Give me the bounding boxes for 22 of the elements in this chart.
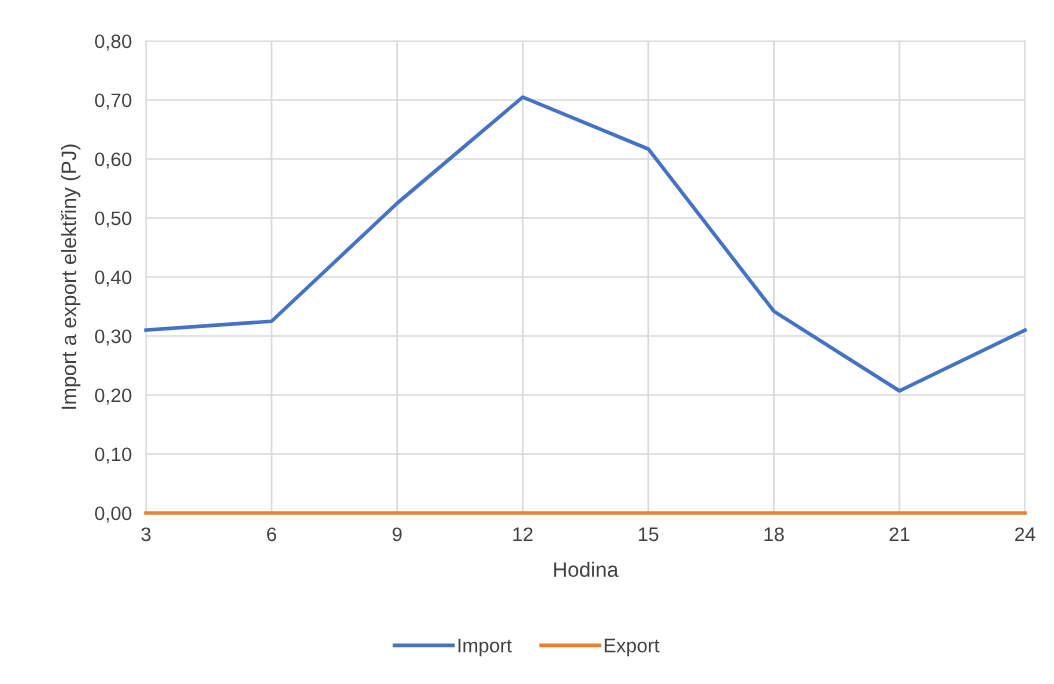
line-series (144, 95, 1027, 393)
y-tick-label: 0,30 (95, 329, 132, 346)
legend-label: Export (604, 638, 660, 657)
x-tick-label: 3 (141, 527, 151, 542)
x-tick-label: 15 (638, 527, 659, 542)
y-axis-title: Import a export elektřiny (PJ) (60, 144, 81, 409)
y-tick-label: 0,80 (95, 34, 132, 51)
x-tick-label: 21 (889, 527, 910, 541)
y-tick-label: 0,00 (95, 506, 132, 523)
y-tick-label: 0,10 (95, 447, 132, 464)
x-tick-label: 9 (392, 527, 402, 542)
y-tick-label: 0,40 (95, 270, 132, 287)
y-tick-label: 0,50 (95, 211, 132, 228)
y-tick-label: 0,20 (95, 388, 132, 405)
x-tick-label: 24 (1015, 527, 1036, 541)
legend-label: Import (458, 638, 512, 657)
x-tick-label: 6 (267, 527, 277, 542)
y-tick-label: 0,60 (95, 152, 132, 169)
y-tick-label: 0,70 (95, 93, 132, 110)
x-axis-title: Hodina (554, 561, 619, 577)
x-tick-label: 12 (513, 527, 533, 541)
x-tick-label: 18 (764, 527, 784, 542)
